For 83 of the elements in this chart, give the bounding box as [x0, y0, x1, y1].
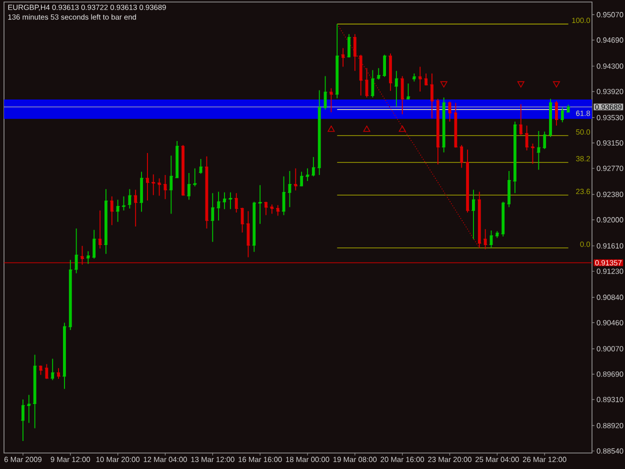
candlestick — [334, 24, 340, 99]
candlestick — [287, 170, 292, 208]
candlestick — [305, 168, 310, 182]
candlestick — [471, 189, 476, 240]
candlestick — [151, 174, 156, 196]
candlestick — [252, 201, 256, 252]
candlestick — [56, 368, 61, 380]
candlestick — [400, 76, 405, 115]
candlestick — [133, 189, 138, 227]
candlestick — [270, 204, 274, 214]
candlestick — [311, 156, 316, 177]
candlestick — [430, 73, 434, 119]
candlestick — [222, 192, 227, 210]
candlestick — [560, 107, 565, 123]
candlestick — [436, 98, 440, 165]
candlestick — [145, 152, 150, 201]
candlestick — [186, 172, 192, 200]
candlestick — [358, 54, 364, 96]
candlestick — [465, 149, 470, 213]
candlestick — [418, 66, 422, 92]
candlestick — [406, 83, 411, 100]
candlestick — [299, 171, 304, 187]
candlestick — [80, 245, 85, 266]
candlestick — [110, 196, 114, 226]
candlestick — [566, 104, 571, 112]
candlestick — [198, 158, 204, 174]
candlestick — [26, 394, 32, 424]
candlestick — [376, 68, 381, 80]
candlestick — [174, 140, 180, 178]
candlestick — [536, 130, 541, 170]
candlestick — [459, 144, 464, 168]
candlestick — [32, 354, 38, 429]
candlestick — [412, 73, 416, 82]
candlestick — [442, 97, 446, 153]
candlestick — [127, 188, 132, 209]
candlestick — [346, 34, 352, 58]
candlestick — [530, 143, 536, 164]
candlestick — [512, 121, 518, 194]
candlestick — [500, 201, 506, 237]
candlestick — [234, 192, 239, 213]
candlestick — [157, 178, 162, 196]
candlestick — [424, 73, 428, 86]
candlestick — [62, 322, 67, 390]
candlestick — [453, 102, 458, 148]
candlestick — [116, 199, 120, 222]
candlestick — [139, 171, 144, 212]
candlestick — [216, 191, 221, 221]
candlestick — [121, 196, 126, 211]
candlestick — [352, 34, 358, 72]
candlestick — [44, 364, 49, 380]
candlestick — [317, 90, 322, 176]
candlestick — [264, 201, 268, 216]
candlestick — [388, 52, 393, 92]
candlestick — [276, 204, 280, 216]
candlestick — [192, 168, 198, 187]
candlestick — [340, 48, 346, 68]
candlestick — [86, 250, 90, 264]
candlestick — [228, 192, 233, 210]
candlestick — [293, 168, 298, 191]
candlestick — [92, 229, 96, 260]
candlestick — [548, 98, 553, 138]
candlestick — [210, 192, 215, 242]
candlestick — [494, 230, 500, 238]
candlestick — [506, 170, 512, 208]
candlestick — [180, 144, 186, 196]
candlestick — [554, 100, 559, 126]
candlestick — [542, 131, 547, 150]
candlestick — [50, 358, 55, 381]
candlestick — [524, 125, 530, 151]
candlestick — [328, 88, 334, 113]
candlestick — [68, 259, 73, 331]
candlestick — [20, 399, 26, 442]
candlestick — [168, 155, 174, 214]
candlestick — [258, 184, 262, 224]
candlestick — [98, 210, 102, 249]
candlestick — [382, 54, 387, 78]
candlestick — [394, 70, 399, 107]
candlestick — [518, 104, 524, 136]
candlestick — [483, 228, 488, 250]
candlestick — [477, 191, 482, 248]
candlestick — [104, 188, 108, 254]
candlestick — [74, 228, 79, 274]
candlestick — [370, 70, 375, 98]
